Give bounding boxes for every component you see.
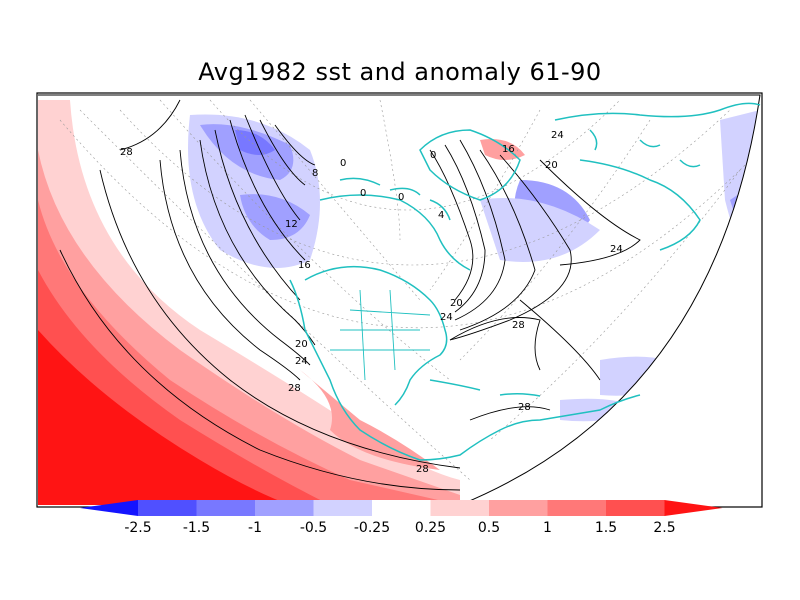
contour-label: 24 — [440, 312, 453, 323]
anomaly-2.5 — [38, 330, 290, 505]
colorbar-tick-label: -1 — [248, 520, 262, 536]
contour-labels: 28 8 12 16 20 24 28 0 0 0 4 0 16 20 24 2… — [120, 130, 623, 475]
colorbar-tick-label: 1.5 — [595, 520, 617, 536]
colorbar-over-arrow — [664, 500, 723, 516]
colorbar-tick-label: 0.5 — [478, 520, 500, 536]
colorbar-tick-label: -1.5 — [183, 520, 210, 536]
colorbar: -2.5 -1.5 -1 -0.5 -0.25 0.25 0.5 1 1.5 2.5 — [80, 500, 723, 536]
contour-label: 16 — [502, 144, 515, 155]
colorbar-tick-label: -0.5 — [300, 520, 327, 536]
colorbar-under-arrow — [80, 500, 138, 516]
contour-label: 20 — [545, 160, 558, 171]
contour-label: 12 — [285, 219, 298, 230]
contour-label: 24 — [295, 356, 308, 367]
map-title: Avg1982 sst and anomaly 61-90 — [198, 58, 602, 86]
contour-label: 24 — [551, 130, 564, 141]
colorbar-tick-label: 2.5 — [653, 520, 675, 536]
colorbar-box — [489, 500, 548, 516]
contour-label: 0 — [360, 188, 366, 199]
contour-label: 28 — [416, 464, 429, 475]
contour-label: 28 — [288, 383, 301, 394]
colorbar-tick-label: 1 — [543, 520, 552, 536]
contour-label: 28 — [512, 320, 525, 331]
contour-label: 20 — [295, 339, 308, 350]
graticule — [59, 99, 760, 481]
colorbar-box — [196, 500, 255, 516]
colorbar-box — [547, 500, 606, 516]
contour-label: 20 — [450, 298, 463, 309]
contour-label: 24 — [610, 244, 623, 255]
contour-label: 16 — [298, 260, 311, 271]
contour-label: 8 — [312, 168, 318, 179]
contour-label: 0 — [340, 158, 346, 169]
contour-label: 28 — [518, 402, 531, 413]
colorbar-tick-label: -0.25 — [354, 520, 390, 536]
projection-boundary — [38, 94, 761, 506]
contour-label: 0 — [398, 192, 404, 203]
colorbar-box — [255, 500, 314, 516]
contour-label: 28 — [120, 147, 133, 158]
colorbar-box — [430, 500, 489, 516]
colorbar-tick-label: -2.5 — [124, 520, 151, 536]
contour-label: 0 — [430, 150, 436, 161]
colorbar-box — [313, 500, 372, 516]
colorbar-tick-label: 0.25 — [415, 520, 446, 536]
anomaly-shading — [38, 100, 760, 505]
colorbar-box — [372, 500, 431, 516]
coastlines — [289, 102, 761, 461]
colorbar-box — [138, 500, 197, 516]
colorbar-box — [606, 500, 665, 516]
contour-label: 4 — [438, 210, 444, 221]
sst-contours — [59, 99, 641, 491]
